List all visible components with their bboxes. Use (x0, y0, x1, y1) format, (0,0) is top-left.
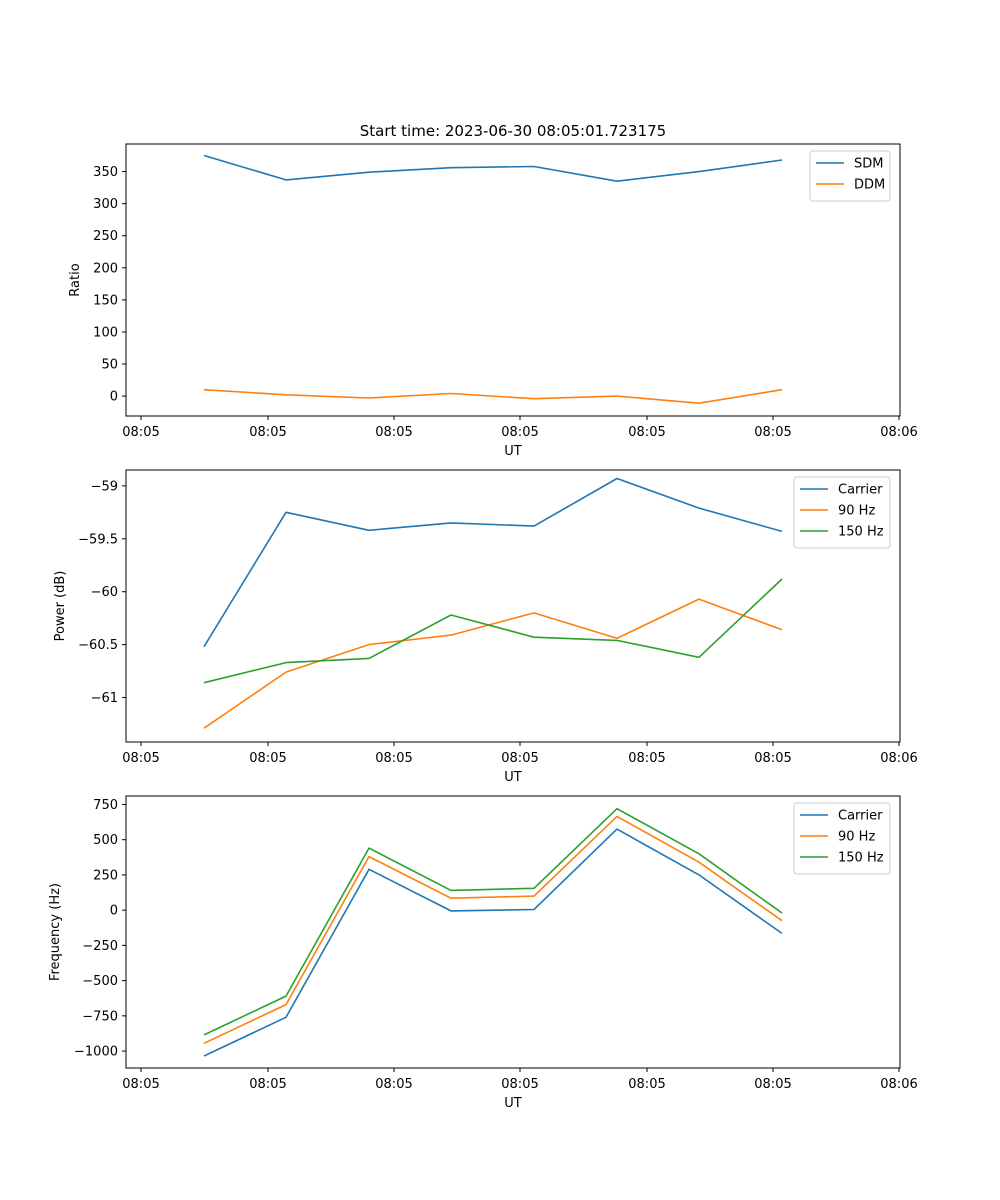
axes-frame (125, 469, 901, 743)
x-tick-label: 08:05 (754, 1077, 791, 1092)
x-axis-label: UT (504, 444, 522, 459)
y-tick-label: −61 (91, 691, 118, 706)
subplot-2: 08:05 08:05 08:05 08:05 08:05 08:05 08:06 −59 −5… (53, 469, 918, 785)
x-tick-label: 08:05 (249, 425, 286, 440)
y-tick-label: −60.5 (78, 638, 118, 653)
legend-label: 150 Hz (838, 851, 884, 866)
axes-frame (125, 795, 901, 1069)
plots-container: 08:05 08:05 08:05 08:05 08:05 08:05 08:06 0 50 10… (48, 143, 918, 1111)
y-tick-label: −250 (82, 939, 118, 954)
x-tick-label: 08:06 (880, 425, 917, 440)
series-line-carrier (203, 477, 783, 648)
x-tick-label: 08:05 (122, 425, 159, 440)
legend: Carrier 90 Hz 150 Hz (793, 802, 891, 875)
x-tick-label: 08:05 (628, 425, 665, 440)
legend-label: 90 Hz (838, 830, 875, 845)
x-tick-label: 08:06 (880, 751, 917, 766)
y-tick-label: −60 (91, 585, 118, 600)
legend-label: Carrier (838, 483, 883, 498)
x-axis-label: UT (504, 1096, 522, 1111)
y-axis-label: Power (dB) (53, 571, 68, 642)
y-tick-label: −750 (82, 1009, 118, 1024)
y-axis-label: Ratio (68, 263, 83, 296)
x-tick-label: 08:05 (628, 751, 665, 766)
y-tick-label: 50 (101, 358, 118, 373)
x-tick-label: 08:05 (501, 751, 538, 766)
x-tick-label: 08:05 (754, 425, 791, 440)
x-tick-label: 08:05 (249, 1077, 286, 1092)
x-tick-label: 08:05 (628, 1077, 665, 1092)
x-axis-label: UT (504, 770, 522, 785)
subplot-1: 08:05 08:05 08:05 08:05 08:05 08:05 08:06 0 50 10… (68, 143, 918, 459)
y-tick-label: 750 (93, 798, 118, 813)
x-tick-label: 08:05 (375, 1077, 412, 1092)
x-tick-label: 08:05 (754, 751, 791, 766)
series-line-150-hz (203, 578, 783, 684)
y-tick-label: −1000 (74, 1045, 118, 1060)
legend: Carrier 90 Hz 150 Hz (793, 476, 891, 549)
y-tick-label: 200 (93, 261, 118, 276)
x-tick-label: 08:05 (501, 425, 538, 440)
y-tick-label: 500 (93, 833, 118, 848)
y-tick-label: 150 (93, 293, 118, 308)
series-line-150-hz (203, 807, 783, 1036)
legend: SDM DDM (809, 150, 891, 202)
x-tick-label: 08:05 (501, 1077, 538, 1092)
legend-label: 90 Hz (838, 504, 875, 519)
y-tick-label: −59.5 (78, 532, 118, 547)
x-tick-label: 08:05 (122, 751, 159, 766)
y-tick-label: 350 (93, 165, 118, 180)
x-tick-label: 08:05 (249, 751, 286, 766)
x-tick-label: 08:05 (122, 1077, 159, 1092)
x-tick-label: 08:05 (375, 751, 412, 766)
legend-label: 150 Hz (838, 525, 884, 540)
subplot-3: 08:05 08:05 08:05 08:05 08:05 08:05 08:06 750 50… (48, 795, 918, 1111)
y-tick-label: 0 (110, 904, 118, 919)
series-line-ddm (203, 388, 783, 405)
legend-label: SDM (854, 157, 883, 172)
series-line-90-hz (203, 598, 783, 729)
y-tick-label: −500 (82, 974, 118, 989)
y-tick-label: 100 (93, 325, 118, 340)
axes-frame (125, 143, 901, 417)
y-tick-label: 300 (93, 197, 118, 212)
legend-label: DDM (854, 178, 885, 193)
y-tick-label: 250 (93, 229, 118, 244)
series-line-90-hz (203, 815, 783, 1045)
y-tick-label: 250 (93, 868, 118, 883)
y-tick-label: −59 (91, 479, 118, 494)
legend-label: Carrier (838, 809, 883, 824)
series-line-sdm (203, 154, 783, 182)
x-tick-label: 08:06 (880, 1077, 917, 1092)
x-tick-label: 08:05 (375, 425, 412, 440)
y-tick-label: 0 (110, 390, 118, 405)
series-line-carrier (203, 828, 783, 1057)
chart-title: Start time: 2023-06-30 08:05:01.723175 (360, 122, 666, 140)
y-axis-label: Frequency (Hz) (48, 883, 63, 981)
